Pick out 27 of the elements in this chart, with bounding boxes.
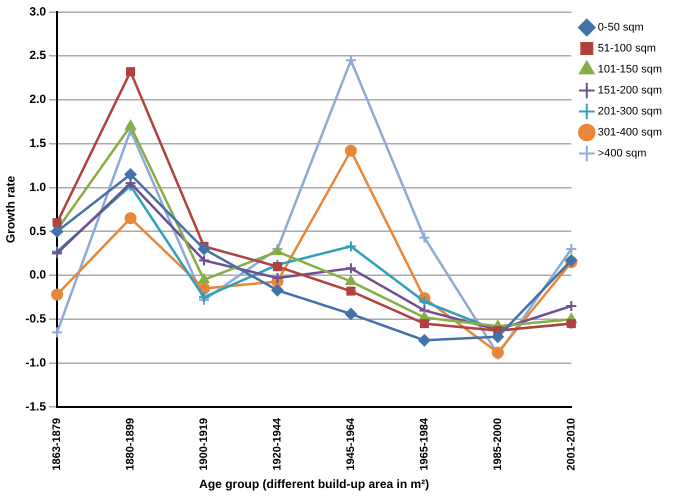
x-tick-label: 1965-1984 xyxy=(418,417,430,471)
x-tick-label: 1985-2000 xyxy=(492,418,504,471)
y-tick-label: 0.5 xyxy=(29,224,46,238)
legend-label: 151-200 sqm xyxy=(598,84,662,97)
legend-label: 101-150 sqm xyxy=(598,64,662,76)
y-tick-label: -1.5 xyxy=(25,399,46,414)
x-tick-label: 1880-1899 xyxy=(124,418,137,471)
legend-label: 51-100 sqm xyxy=(598,42,656,55)
x-tick-label: 1920-1944 xyxy=(271,417,284,471)
x-axis-title: Age group (different build-up area in m²) xyxy=(199,477,430,492)
y-tick-label: 2.5 xyxy=(29,48,46,62)
x-tick-label: 1863-1879 xyxy=(51,418,64,471)
y-tick-label: -1.0 xyxy=(25,355,46,370)
legend-label: 301-400 sqm xyxy=(598,126,662,139)
x-tick-label: 2001-2010 xyxy=(565,418,578,471)
x-tick-label: 1945-1964 xyxy=(344,417,357,471)
y-tick-label: 2.0 xyxy=(29,92,46,106)
y-tick-label: 1.5 xyxy=(29,136,46,150)
legend-label: >400 sqm xyxy=(598,148,646,160)
y-axis-title: Growth rate xyxy=(4,176,18,244)
y-tick-label: 0.0 xyxy=(29,268,46,282)
legend-label: 0-50 sqm xyxy=(598,22,644,34)
x-tick-label: 1900-1919 xyxy=(198,418,210,471)
y-tick-label: -0.5 xyxy=(25,312,46,326)
y-tick-label: 3.0 xyxy=(29,4,46,18)
y-tick-label: 1.0 xyxy=(29,180,46,194)
legend-label: 201-300 sqm xyxy=(598,106,662,118)
